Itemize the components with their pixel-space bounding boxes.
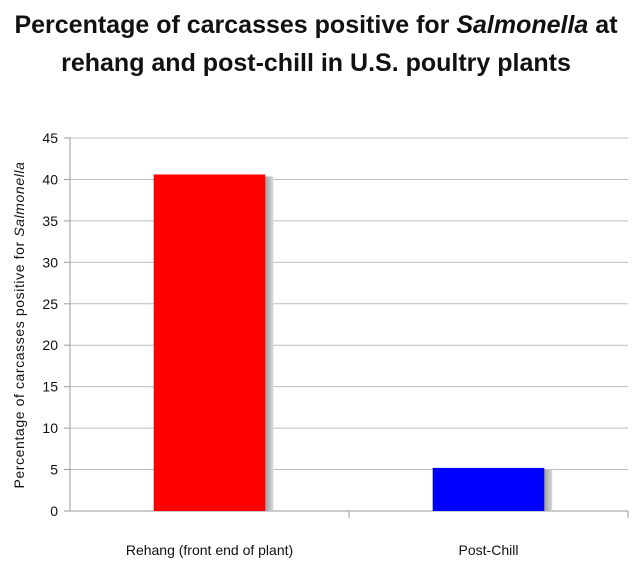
gridlines [64, 137, 628, 512]
y-tick-label: 5 [50, 462, 58, 478]
y-tick-label: 35 [42, 213, 58, 229]
y-tick-label: 45 [42, 130, 58, 146]
x-category-label: Post-Chill [459, 542, 519, 558]
x-category-labels: Rehang (front end of plant) Post-Chill [126, 542, 519, 558]
bars [153, 174, 553, 511]
bar [153, 174, 266, 511]
x-category-label: Rehang (front end of plant) [126, 542, 293, 558]
chart-title-line-2: rehang and post-chill in U.S. poultry pl… [61, 49, 571, 77]
y-tick-label: 25 [42, 296, 58, 312]
chart-title-part-1: Percentage of carcasses positive for [14, 11, 457, 39]
y-axis-label-prefix: Percentage of carcasses positive for [11, 237, 27, 489]
y-tick-label: 0 [50, 503, 58, 519]
y-tick-label: 15 [42, 379, 58, 395]
y-tick-label: 20 [42, 337, 58, 353]
chart-title-line-1: Percentage of carcasses positive for Sal… [0, 6, 632, 44]
y-tick-label: 10 [42, 420, 58, 436]
y-tick-labels: 0 5 10 15 20 25 30 35 40 45 [42, 130, 58, 519]
chart-title: Percentage of carcasses positive for Sal… [0, 6, 632, 82]
y-axis-label-organism: Salmonella [11, 161, 27, 236]
chart-title-organism: Salmonella [456, 11, 589, 39]
bar-shadow [264, 176, 274, 511]
bar [432, 467, 545, 511]
chart-title-part-3: at [588, 11, 618, 39]
y-tick-label: 30 [42, 254, 58, 270]
y-tick-label: 40 [42, 171, 58, 187]
axes [64, 138, 629, 518]
y-axis-label: Percentage of carcasses positive for Sal… [11, 161, 27, 488]
bar-shadow [543, 469, 553, 511]
